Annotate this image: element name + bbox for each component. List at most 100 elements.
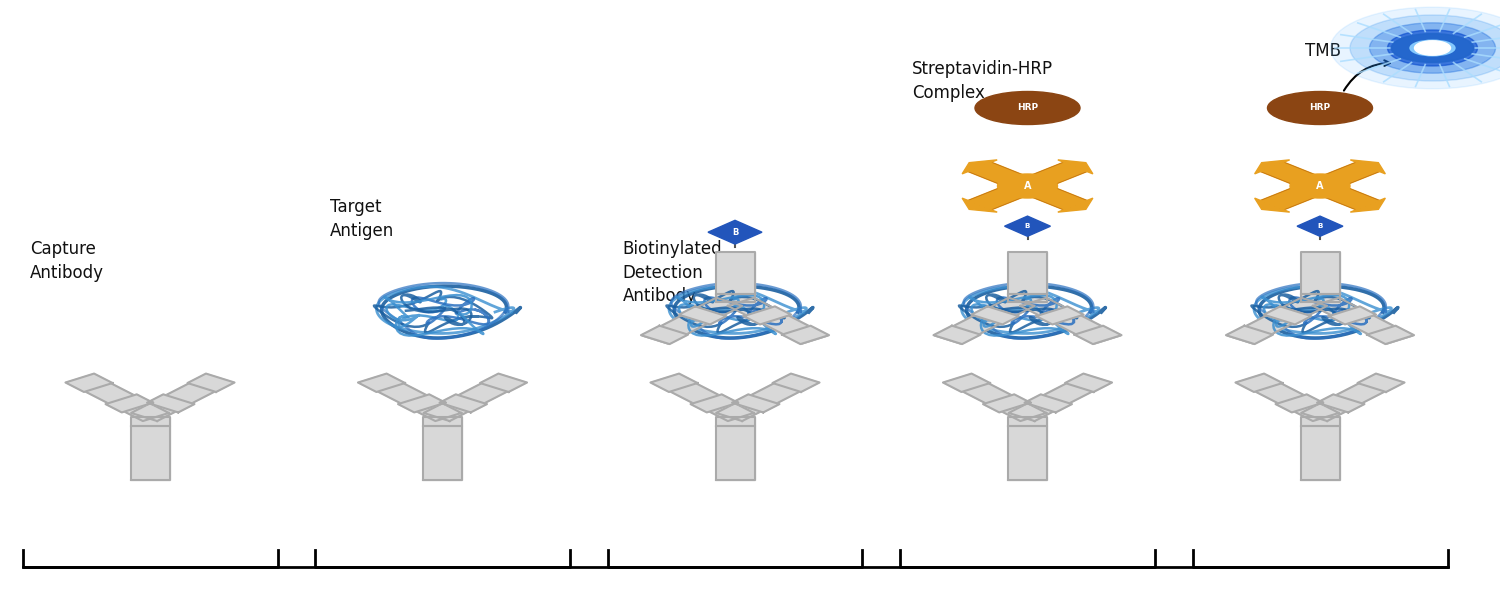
Polygon shape (1058, 198, 1094, 212)
Polygon shape (708, 220, 762, 244)
Polygon shape (728, 298, 828, 344)
Polygon shape (1036, 307, 1083, 325)
Text: B: B (1317, 223, 1323, 229)
Polygon shape (933, 326, 981, 344)
Polygon shape (966, 161, 1040, 191)
Text: Biotinylated
Detection
Antibody: Biotinylated Detection Antibody (622, 240, 722, 305)
Circle shape (998, 174, 1058, 198)
Polygon shape (480, 374, 526, 392)
Polygon shape (1058, 160, 1094, 174)
Circle shape (1290, 174, 1350, 198)
Text: HRP: HRP (1017, 103, 1038, 112)
Polygon shape (66, 374, 112, 392)
Text: Streptavidin-HRP
Complex: Streptavidin-HRP Complex (912, 60, 1053, 101)
Polygon shape (1312, 298, 1413, 344)
Polygon shape (1065, 374, 1112, 392)
Polygon shape (1227, 298, 1328, 344)
Text: HRP: HRP (1310, 103, 1330, 112)
Polygon shape (1236, 374, 1282, 392)
Polygon shape (1008, 375, 1108, 421)
Polygon shape (69, 375, 170, 421)
Polygon shape (1024, 394, 1072, 412)
Polygon shape (680, 307, 726, 325)
Polygon shape (716, 426, 754, 480)
Polygon shape (1016, 161, 1089, 191)
Polygon shape (398, 394, 445, 412)
Polygon shape (744, 307, 790, 325)
Polygon shape (1300, 375, 1401, 421)
Polygon shape (1308, 161, 1382, 191)
Polygon shape (130, 417, 170, 426)
Polygon shape (1329, 307, 1376, 325)
Ellipse shape (1392, 34, 1473, 62)
Polygon shape (1264, 307, 1311, 325)
Polygon shape (423, 426, 462, 480)
Polygon shape (1308, 181, 1382, 211)
Polygon shape (440, 394, 488, 412)
Polygon shape (690, 394, 738, 412)
Polygon shape (1254, 198, 1290, 212)
Polygon shape (1008, 294, 1047, 302)
Polygon shape (732, 394, 780, 412)
Polygon shape (1008, 426, 1047, 480)
Polygon shape (944, 374, 990, 392)
Polygon shape (934, 298, 1035, 344)
Polygon shape (716, 417, 754, 426)
Polygon shape (1008, 252, 1047, 294)
Circle shape (1414, 41, 1450, 55)
Ellipse shape (1410, 40, 1455, 56)
Polygon shape (423, 375, 524, 421)
Polygon shape (1258, 181, 1332, 211)
Polygon shape (1005, 216, 1050, 236)
Polygon shape (946, 375, 1047, 421)
Text: Target
Antigen: Target Antigen (330, 198, 394, 239)
Polygon shape (1074, 326, 1122, 344)
Ellipse shape (1268, 91, 1372, 124)
Text: B: B (732, 227, 738, 236)
Polygon shape (640, 326, 688, 344)
Polygon shape (1008, 417, 1047, 426)
Polygon shape (962, 160, 998, 174)
Polygon shape (1300, 417, 1340, 426)
Polygon shape (642, 298, 742, 344)
Polygon shape (716, 252, 754, 294)
Polygon shape (1016, 181, 1089, 211)
Polygon shape (147, 394, 195, 412)
Polygon shape (654, 375, 754, 421)
Polygon shape (716, 375, 816, 421)
Polygon shape (1300, 294, 1340, 302)
Polygon shape (1254, 160, 1290, 174)
Polygon shape (423, 417, 462, 426)
Polygon shape (1226, 326, 1274, 344)
Ellipse shape (975, 91, 1080, 124)
Circle shape (1370, 23, 1496, 73)
Polygon shape (772, 374, 819, 392)
Polygon shape (1239, 375, 1340, 421)
Polygon shape (716, 294, 754, 302)
Polygon shape (105, 394, 153, 412)
Polygon shape (1258, 161, 1332, 191)
Polygon shape (130, 426, 170, 480)
Circle shape (1388, 30, 1478, 66)
Text: TMB: TMB (1305, 42, 1341, 60)
Polygon shape (358, 374, 405, 392)
Polygon shape (1275, 394, 1323, 412)
Polygon shape (962, 198, 998, 212)
Polygon shape (651, 374, 698, 392)
Polygon shape (1300, 252, 1340, 294)
Text: A: A (1317, 181, 1323, 191)
Polygon shape (188, 374, 234, 392)
Polygon shape (1350, 198, 1386, 212)
Polygon shape (1298, 216, 1342, 236)
Polygon shape (966, 181, 1040, 211)
Polygon shape (1366, 326, 1414, 344)
Circle shape (1350, 15, 1500, 81)
Polygon shape (1350, 160, 1386, 174)
Circle shape (1330, 7, 1500, 89)
Text: A: A (1023, 181, 1032, 191)
Polygon shape (982, 394, 1030, 412)
Polygon shape (1020, 298, 1120, 344)
Polygon shape (1317, 394, 1365, 412)
Text: B: B (1024, 223, 1030, 229)
Polygon shape (782, 326, 830, 344)
